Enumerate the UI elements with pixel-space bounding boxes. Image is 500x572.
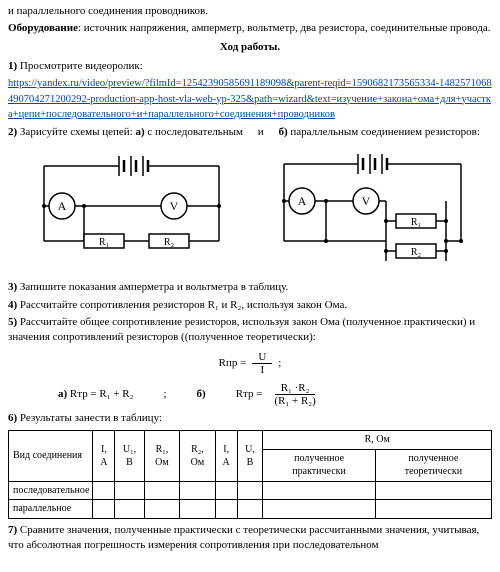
svg-text:R₂: R₂ xyxy=(411,247,421,258)
equipment-line: Оборудование: источник напряжения, ампер… xyxy=(8,21,492,36)
step-2-b-label: б) xyxy=(278,126,287,138)
step-1: 1) Просмотрите видеоролик: xyxy=(8,59,492,74)
svg-text:A: A xyxy=(58,199,67,213)
svg-text:R₂: R₂ xyxy=(164,237,174,248)
partial-previous-text: и параллельного соединения проводников. xyxy=(8,4,492,19)
step-5: 5) Рассчитайте общее сопротивление резис… xyxy=(8,315,492,345)
formula-main: Rпр = U I ; xyxy=(8,351,492,376)
section-title: Ход работы. xyxy=(8,40,492,55)
svg-text:V: V xyxy=(362,194,371,208)
step-5-num: 5) xyxy=(8,316,17,328)
step-2-a-label: а) xyxy=(135,126,144,138)
svg-text:A: A xyxy=(298,194,307,208)
video-link[interactable]: https://yandex.ru/video/preview/?filmId=… xyxy=(8,78,492,119)
step-1-text: Просмотрите видеоролик: xyxy=(17,60,143,72)
table-row: последовательное xyxy=(9,481,492,500)
equipment-label: Оборудование xyxy=(8,22,78,34)
step-7: 7) Сравните значения, полученные практич… xyxy=(8,523,492,553)
svg-text:R₁: R₁ xyxy=(99,237,109,248)
step-1-num: 1) xyxy=(8,60,17,72)
step-6: 6) Результаты занести в таблицу: xyxy=(8,411,492,426)
svg-text:R₁: R₁ xyxy=(411,217,421,228)
step-4-num: 4) xyxy=(8,299,17,311)
series-circuit: A V R₁ R₂ xyxy=(24,146,234,276)
step-6-num: 6) xyxy=(8,412,17,424)
step-4: 4) Рассчитайте сопротивления резисторов … xyxy=(8,298,492,313)
circuit-diagrams: A V R₁ R₂ xyxy=(8,146,492,276)
step-2-num: 2) xyxy=(8,126,17,138)
results-table: Вид соединения I, A U₁, В R₁, Ом R₂, Ом … xyxy=(8,430,492,519)
step-2: 2) Зарисуйте схемы цепей: а) с последова… xyxy=(8,125,492,140)
step-7-num: 7) xyxy=(8,524,17,536)
col-type: Вид соединения xyxy=(9,431,93,482)
step-3: 3) Запишите показания амперметра и вольт… xyxy=(8,280,492,295)
step-3-num: 3) xyxy=(8,281,17,293)
svg-text:V: V xyxy=(170,199,179,213)
equipment-text: : источник напряжения, амперметр, вольтм… xyxy=(78,22,490,34)
formula-sub: а) Rтр = R₁ + R₂ ; б) Rтр = R₁ ·R₂ (R₁ +… xyxy=(58,382,492,407)
table-row: параллельное xyxy=(9,500,492,519)
parallel-circuit: A V R₁ R₂ xyxy=(266,146,476,276)
